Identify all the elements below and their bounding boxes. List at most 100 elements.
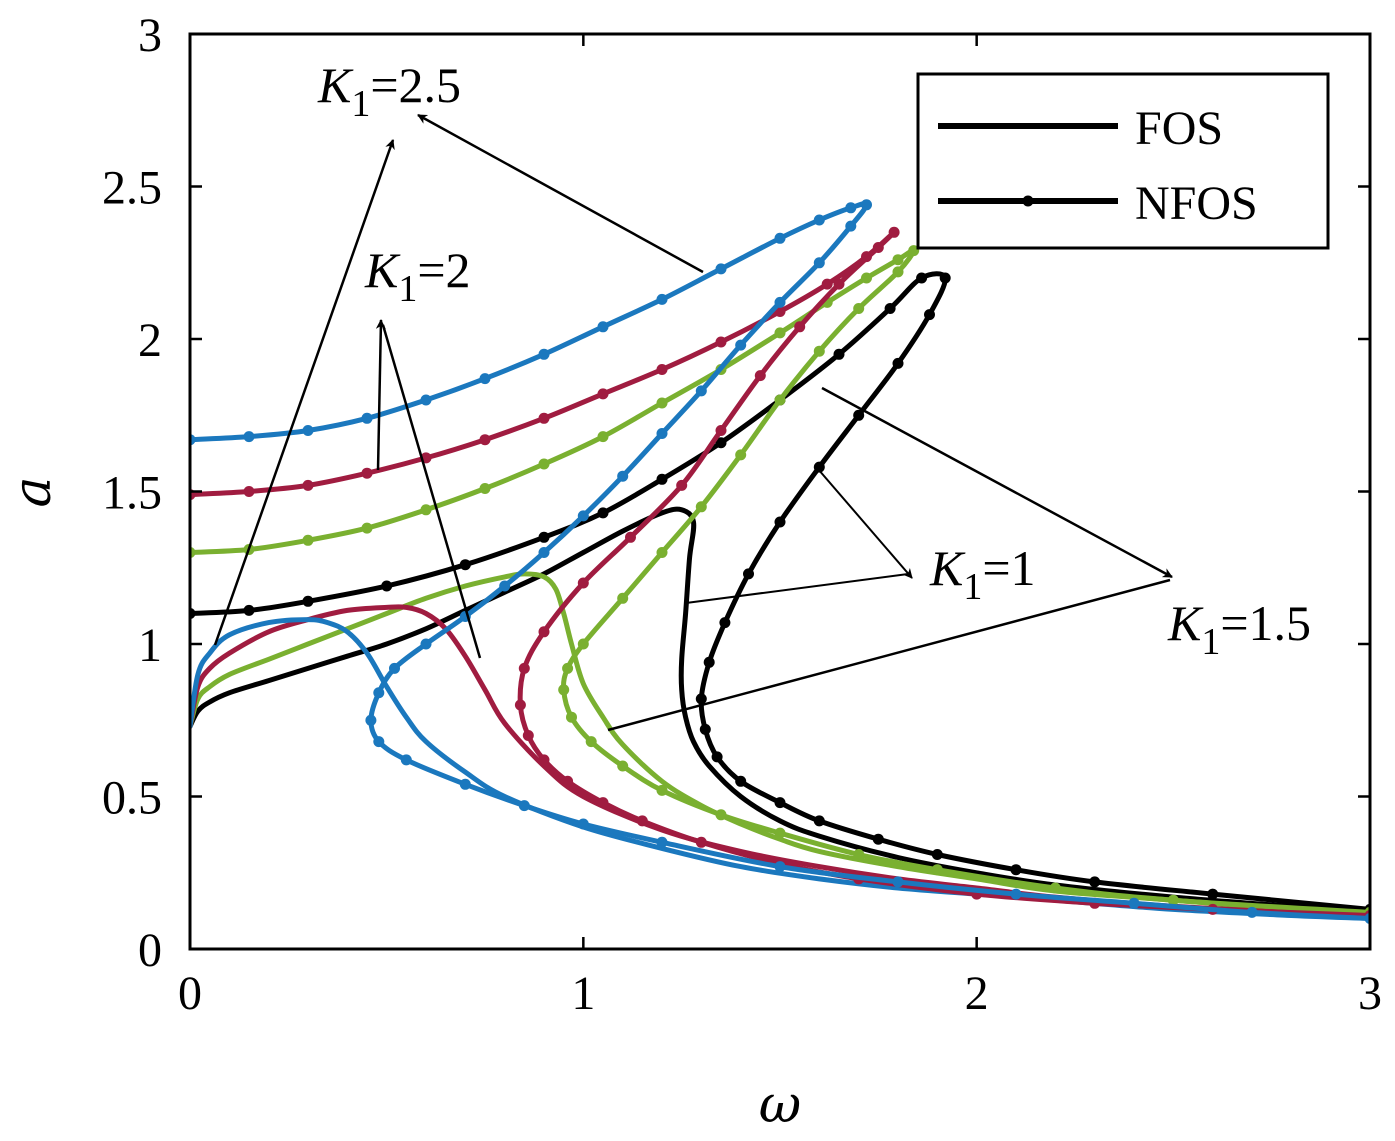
series-nfos-k2-point: [577, 577, 589, 589]
series-nfos-k1-point: [774, 516, 786, 528]
series-nfos-k25-point: [861, 199, 872, 211]
series-nfos-k2-point: [715, 425, 727, 436]
series-nfos-k25-point: [813, 257, 825, 269]
series-nfos-k15-point: [813, 345, 825, 357]
series-nfos-k2-point: [243, 486, 255, 497]
series-nfos-k15-point: [695, 501, 707, 513]
series-nfos-k1-point: [597, 507, 609, 519]
series-nfos-k1-point: [1207, 888, 1219, 900]
series-nfos-k15-point: [931, 864, 943, 876]
series-nfos-k15-point: [558, 684, 570, 696]
series-nfos-k2-point: [597, 388, 609, 400]
arrow-k1-lower: [685, 573, 909, 604]
series-nfos-k15-point: [892, 254, 904, 266]
annotation-k1-sub: 1: [963, 566, 982, 608]
series-nfos-k15-point: [908, 245, 920, 257]
series-nfos-k25-point: [735, 339, 747, 351]
series-nfos-k2-point: [695, 836, 707, 848]
series-nfos-k2-point: [861, 251, 872, 263]
series-nfos-k1-point: [695, 693, 707, 705]
series-nfos-k25-point: [365, 714, 377, 726]
annotation-k15-value: =1.5: [1220, 595, 1311, 651]
series-nfos-k25-point: [373, 736, 385, 748]
series-nfos-k25-point: [459, 778, 471, 790]
annotation-k25-sub: 1: [351, 83, 370, 125]
series-nfos-k1-point: [1089, 876, 1101, 888]
series-nfos-k1-point: [699, 723, 711, 735]
series-nfos-k15-point: [735, 449, 747, 461]
series-nfos-k1-point: [302, 595, 314, 607]
annotation-k2-sub: 1: [398, 268, 417, 310]
series-nfos-k1-point: [381, 580, 393, 592]
arrow-k25-left: [213, 139, 395, 646]
series-nfos-k25-point: [243, 431, 255, 443]
annotation-k1-k: K: [929, 540, 966, 596]
series-nfos-k25-point: [774, 296, 786, 308]
legend-nfos-label: NFOS: [1135, 177, 1258, 230]
series-nfos-k1-point: [735, 775, 747, 787]
series-nfos-k2-point: [821, 278, 833, 290]
series-nfos-k15-point: [577, 638, 589, 650]
series-nfos-k15-point: [479, 483, 491, 494]
y-axis-title: a: [3, 476, 63, 507]
arrow-k2-left: [375, 319, 386, 471]
series-nfos-k25-point: [617, 470, 629, 482]
x-tick-label: 3: [1358, 967, 1382, 1020]
series-nfos-k1-point: [916, 272, 928, 284]
series-nfos-k2-point: [754, 370, 766, 382]
arrow-k2-right: [381, 324, 482, 659]
series-nfos-k25-point: [695, 385, 707, 397]
series-nfos-k2-point: [361, 467, 373, 479]
series-nfos-k15-point: [538, 458, 550, 470]
series-nfos-k1-point: [833, 348, 845, 360]
series-nfos-k25-point: [538, 547, 550, 558]
series-nfos-k15-point: [597, 431, 609, 443]
series-nfos-k1-point: [924, 309, 935, 321]
series-nfos-k2-point: [833, 278, 845, 290]
y-tick-label: 1.5: [102, 467, 162, 520]
series-nfos-k2-point: [636, 815, 648, 827]
annotation-k1-value: =1: [982, 540, 1035, 596]
series-nfos-k25-point: [597, 321, 609, 333]
series-nfos-k25-point: [302, 425, 314, 436]
series-nfos-k2-point: [518, 662, 530, 674]
series-nfos-k15-point: [420, 504, 432, 516]
series-nfos-k1-point: [931, 849, 943, 860]
series-nfos-k2-point: [522, 730, 534, 741]
y-tick-label: 0.5: [102, 772, 162, 825]
y-tick-label: 2: [138, 314, 162, 367]
series-nfos-k25-point: [420, 638, 432, 650]
series-nfos-k1-point: [656, 473, 668, 485]
series-nfos-k25-point: [361, 412, 373, 424]
annotation-k2-value: =2: [417, 242, 470, 298]
legend-fos-label: FOS: [1135, 102, 1223, 155]
series-nfos-k1-point: [892, 357, 904, 369]
series-nfos-k15-point: [656, 784, 668, 796]
annotation-k25-value: =2.5: [370, 57, 461, 113]
series-nfos-k2-point: [597, 797, 609, 809]
series-nfos-k25-point: [1246, 906, 1258, 918]
series-nfos-k25-point: [774, 232, 786, 244]
series-nfos-k15-point: [617, 592, 629, 604]
series-nfos-k15-point: [562, 662, 574, 674]
series-nfos-k15-point: [715, 809, 727, 821]
x-tick-label: 0: [178, 967, 202, 1020]
series-nfos-k2-point: [514, 699, 526, 711]
series-nfos-k25-point: [400, 754, 412, 766]
series-nfos-k25-point: [577, 510, 589, 522]
series-nfos-k2-point: [625, 531, 636, 543]
series-nfos-k25-point: [774, 861, 786, 873]
series-nfos-k25-point: [892, 876, 904, 888]
series-nfos-k1-point: [715, 437, 727, 449]
legend: FOS NFOS: [916, 72, 1330, 250]
series-nfos-k25-point: [845, 220, 857, 232]
x-tick-label: 2: [965, 967, 989, 1020]
series-nfos-k2-point: [676, 479, 688, 491]
arrow-k25-right: [417, 113, 704, 274]
series-nfos-k1-point: [459, 559, 471, 571]
series-nfos-k25-point: [813, 214, 825, 226]
series-nfos-k15-point: [774, 327, 786, 339]
series-nfos-k1-point: [538, 531, 550, 543]
series-fos-k15-line: [190, 571, 1370, 918]
